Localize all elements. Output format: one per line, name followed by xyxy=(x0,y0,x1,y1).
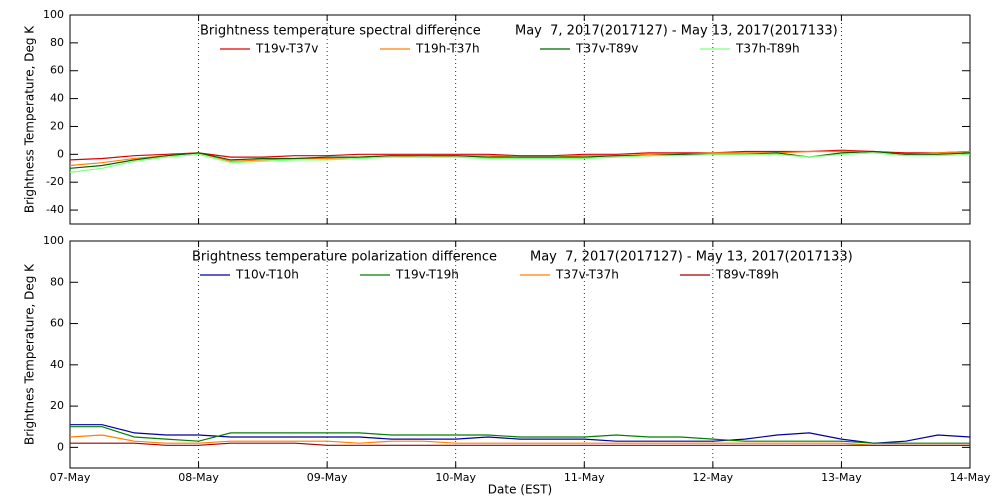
y-tick-label: 0 xyxy=(57,440,64,453)
legend-label: T89v-T89h xyxy=(715,268,779,282)
series-line xyxy=(69,434,970,446)
y-tick-label: 100 xyxy=(43,8,64,21)
legend-label: T19v-T19h xyxy=(395,268,459,282)
x-axis-label: Date (EST) xyxy=(488,483,552,497)
y-tick-label: 0 xyxy=(57,147,64,160)
chart-subtitle: May 7, 2017(2017127) - May 13, 2017(2017… xyxy=(530,250,853,265)
legend-label: T37h-T89h xyxy=(735,42,800,56)
y-axis-label: Brightness Temperature, Deg K xyxy=(23,25,37,213)
legend-label: T37v-T37h xyxy=(555,268,619,282)
legend-label: T19h-T37h xyxy=(415,42,480,56)
y-tick-label: 100 xyxy=(43,234,64,247)
x-tick-label: 13-May xyxy=(821,471,862,484)
series-line xyxy=(70,424,971,444)
y-tick-label: 80 xyxy=(50,275,64,288)
y-tick-label: -20 xyxy=(46,175,64,188)
x-tick-label: 09-May xyxy=(307,471,348,484)
series-line xyxy=(70,426,970,444)
series-line xyxy=(70,442,970,446)
y-tick-label: 20 xyxy=(50,399,64,412)
x-tick-label: 08-May xyxy=(178,471,219,484)
chart-subtitle: May 7, 2017(2017127) - May 13, 2017(2017… xyxy=(515,24,838,39)
legend-label: T37v-T89v xyxy=(575,42,638,56)
x-tick-label: 07-May xyxy=(50,471,91,484)
y-tick-label: 40 xyxy=(50,92,64,105)
x-tick-label: 10-May xyxy=(435,471,476,484)
x-tick-label: 12-May xyxy=(692,471,733,484)
y-tick-label: 20 xyxy=(50,119,64,132)
y-tick-label: 60 xyxy=(50,64,64,77)
legend-label: T19v-T37v xyxy=(255,42,318,56)
legend-label: T10v-T10h xyxy=(235,268,299,282)
y-axis-label: Brightnes Temperature, Deg K xyxy=(23,263,37,445)
plot-frame xyxy=(69,14,971,225)
y-tick-label: 80 xyxy=(50,36,64,49)
chart-title: Brightness temperature spectral differen… xyxy=(200,24,481,39)
x-tick-label: 11-May xyxy=(564,471,605,484)
chart-title: Brightness temperature polarization diff… xyxy=(192,250,497,265)
x-tick-label: 14-May xyxy=(950,471,991,484)
y-tick-label: 40 xyxy=(50,358,64,371)
y-tick-label: 60 xyxy=(50,317,64,330)
series-line xyxy=(69,150,971,169)
plot-frame xyxy=(69,240,971,469)
y-tick-label: -40 xyxy=(46,203,64,216)
series-line xyxy=(69,152,971,173)
